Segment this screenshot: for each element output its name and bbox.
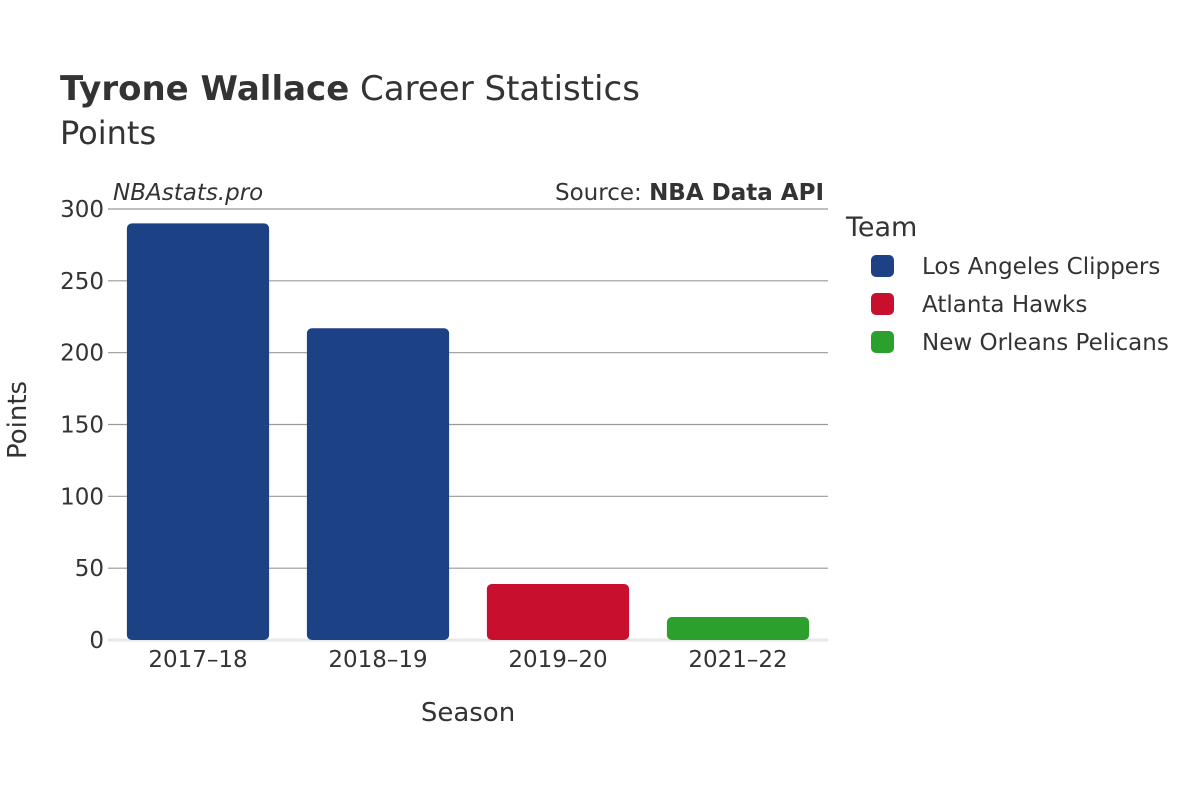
- legend-item-label: New Orleans Pelicans: [922, 330, 1169, 356]
- y-tick-label: 100: [60, 484, 104, 510]
- x-tick-label: 2019–20: [508, 647, 607, 673]
- y-tick-label: 200: [60, 341, 104, 367]
- legend-item-label: Atlanta Hawks: [922, 292, 1087, 318]
- legend-swatch: [871, 293, 894, 315]
- legend-item-label: Los Angeles Clippers: [922, 254, 1160, 280]
- source-credit: Source: NBA Data API: [555, 180, 824, 206]
- y-tick-label: 150: [60, 413, 104, 439]
- legend-swatch: [871, 255, 894, 277]
- x-tick-label: 2018–19: [328, 647, 427, 673]
- y-tick-label: 300: [60, 197, 104, 223]
- legend-title: Team: [845, 212, 917, 243]
- y-tick-label: 0: [89, 628, 104, 654]
- y-axis-title: Points: [3, 381, 33, 459]
- chart-subtitle: Points: [60, 114, 156, 152]
- x-tick-label: 2017–18: [148, 647, 247, 673]
- bar-2021–22: [666, 617, 810, 640]
- y-tick-label: 250: [60, 269, 104, 295]
- bars: [126, 223, 810, 640]
- chart-title-rest: Career Statistics: [349, 69, 640, 109]
- x-tick-label: 2021–22: [688, 647, 787, 673]
- chart-title-player: Tyrone Wallace: [60, 69, 349, 109]
- chart-title: Tyrone Wallace Career Statistics: [60, 69, 640, 109]
- source-name: NBA Data API: [649, 180, 824, 206]
- y-tick-label: 50: [75, 556, 104, 582]
- bar-2017–18: [126, 223, 270, 640]
- bar-2019–20: [486, 583, 630, 640]
- watermark: NBAstats.pro: [113, 180, 263, 206]
- x-axis-ticks: 2017–18 2018–19 2019–20 2021–22: [148, 647, 787, 673]
- legend: Los Angeles Clippers Atlanta Hawks New Orl…: [871, 254, 1169, 356]
- legend-swatch: [871, 331, 894, 353]
- source-prefix: Source:: [555, 180, 649, 206]
- y-axis-ticks: 0 50 100 150 200 250 300: [60, 197, 104, 654]
- x-axis-title: Season: [421, 698, 515, 728]
- bar-2018–19: [306, 328, 450, 640]
